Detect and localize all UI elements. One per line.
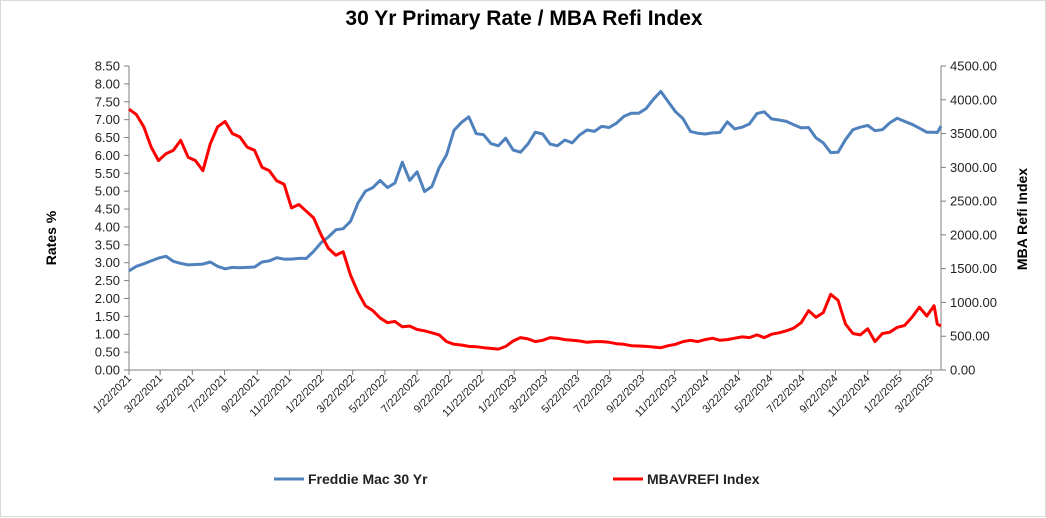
y-tick-label: 2.50 [95,273,120,288]
legend-label-freddie: Freddie Mac 30 Yr [308,471,428,487]
y-tick-label: 8.50 [95,59,120,74]
y2-tick-label: 4000.00 [950,92,997,107]
x-axis-ticks: 1/22/20213/22/20215/22/20217/22/20219/22… [91,370,936,419]
y2-axis-title: MBA Refi Index [1014,168,1030,270]
y2-tick-label: 3500.00 [950,126,997,141]
y2-tick-label: 4500.00 [950,59,997,74]
y-axis-title: Rates % [43,210,59,265]
y2-tick-label: 2500.00 [950,194,997,209]
y-tick-label: 5.00 [95,184,120,199]
y2-tick-label: 0.00 [950,363,975,378]
y-tick-label: 8.00 [95,76,120,91]
legend: Freddie Mac 30 Yr MBAVREFI Index [274,471,760,487]
y-tick-label: 0.00 [95,363,120,378]
y-tick-label: 4.00 [95,219,120,234]
y-tick-label: 7.50 [95,94,120,109]
series-layer [128,89,943,351]
y-tick-label: 1.50 [95,309,120,324]
series-line-mbavrefi-index [128,107,942,351]
plot-frame [128,66,942,371]
y-tick-label: 3.50 [95,237,120,252]
left-axis-ticks: 0.00 0.50 1.00 1.50 2.00 2.50 3.00 3.50 4.00 4.50… [95,59,129,378]
y-tick-label: 1.00 [95,327,120,342]
y2-tick-label: 1500.00 [950,261,997,276]
y2-tick-label: 2000.00 [950,227,997,242]
y-tick-label: 6.50 [95,130,120,145]
y-tick-label: 0.50 [95,345,120,360]
y2-tick-label: 500.00 [950,329,990,344]
legend-label-mba: MBAVREFI Index [647,471,760,487]
y2-tick-label: 1000.00 [950,295,997,310]
y-tick-label: 7.00 [95,112,120,127]
right-axis-ticks: 0.00 500.00 1000.00 1500.00 2000.00 2500.00 30… [941,59,997,378]
y2-tick-label: 3000.00 [950,160,997,175]
chart-title: 30 Yr Primary Rate / MBA Refi Index [345,7,703,30]
y-tick-label: 3.00 [95,255,120,270]
y-tick-label: 6.00 [95,148,120,163]
y-tick-label: 4.50 [95,202,120,217]
y-tick-label: 5.50 [95,166,120,181]
series-line-freddie-mac-30yr [128,89,943,273]
y-tick-label: 2.00 [95,291,120,306]
